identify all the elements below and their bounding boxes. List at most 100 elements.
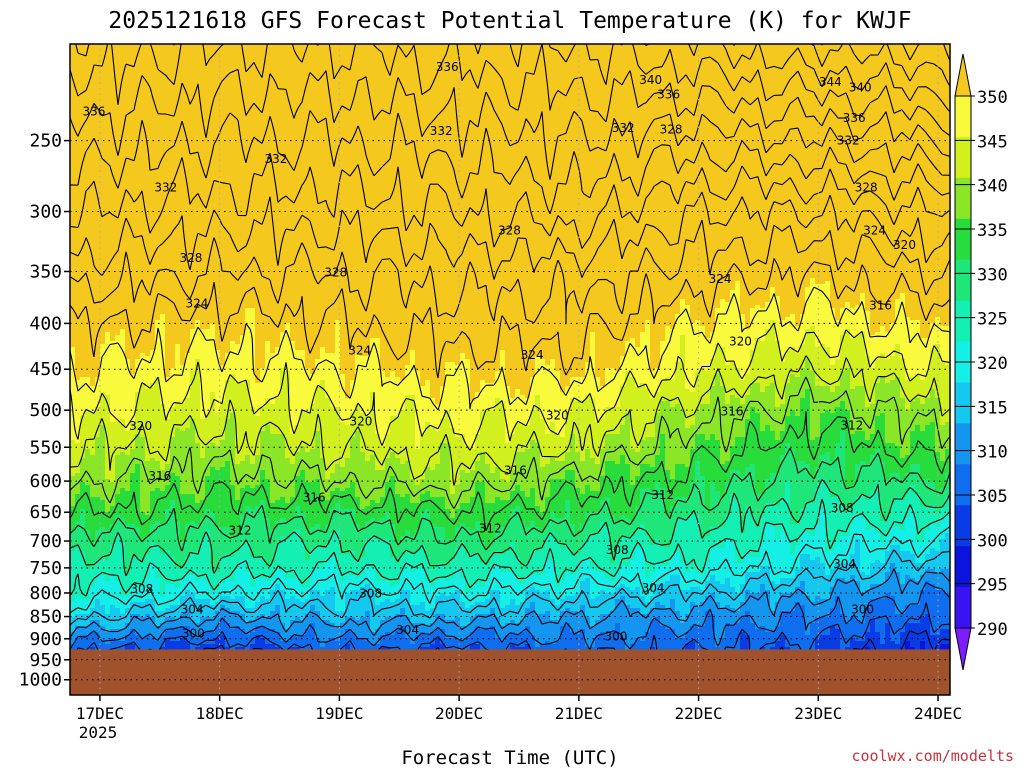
contour-label: 336 <box>82 105 105 119</box>
x-tick-label: 24DEC <box>914 704 962 723</box>
contour-label: 328 <box>660 123 683 137</box>
colorbar-band <box>955 423 971 464</box>
y-tick-label: 750 <box>29 558 62 579</box>
x-tick-label: 20DEC <box>435 704 483 723</box>
contour-label: 328 <box>855 180 878 194</box>
contour-label: 320 <box>729 334 752 348</box>
colorbar-label: 320 <box>977 354 1008 374</box>
contour-label: 332 <box>154 180 177 194</box>
colorbar-band <box>955 301 971 342</box>
contour-label: 300 <box>605 630 628 644</box>
contour-label: 316 <box>148 469 171 483</box>
colorbar-label: 310 <box>977 443 1008 463</box>
x-axis: 17DEC 18DEC 19DEC 20DEC 21DEC 22DEC 23DEC 24DEC <box>76 695 962 723</box>
contour-label: 300 <box>851 603 874 617</box>
colorbar-band <box>955 137 971 178</box>
colorbar-band <box>955 587 971 628</box>
y-tick-label: 550 <box>29 437 62 458</box>
contour-label: 316 <box>869 299 892 313</box>
y-tick-label: 500 <box>29 400 62 421</box>
contour-label: 312 <box>840 418 863 432</box>
colorbar-label: 325 <box>977 310 1008 330</box>
contour-label: 336 <box>843 111 866 125</box>
contour-label: 304 <box>181 603 204 617</box>
colorbar-label: 300 <box>977 531 1008 551</box>
y-tick-label: 300 <box>29 202 62 223</box>
colorbar-band <box>955 505 971 546</box>
x-tick-label: 18DEC <box>196 704 244 723</box>
colorbar-band <box>955 178 971 219</box>
source-credit: coolwx.com/modelts <box>851 747 1014 765</box>
x-tick-label: 23DEC <box>794 704 842 723</box>
contour-label: 332 <box>430 124 453 138</box>
y-tick-label: 600 <box>29 471 62 492</box>
x-axis-label: Forecast Time (UTC) <box>401 747 618 768</box>
contour-label: 312 <box>651 488 674 502</box>
y-tick-label: 400 <box>29 313 62 334</box>
contour-label: 304 <box>642 581 665 595</box>
colorbar-label: 335 <box>977 221 1008 241</box>
y-tick-label: 950 <box>29 650 62 671</box>
contour-label: 312 <box>479 522 502 536</box>
colorbar-band <box>955 96 971 137</box>
contour-label: 340 <box>849 80 872 94</box>
contour-label: 328 <box>324 266 347 280</box>
y-tick-label: 700 <box>29 531 62 552</box>
contour-label: 316 <box>303 491 326 505</box>
colorbar-label: 290 <box>977 620 1008 640</box>
y-tick-label: 1000 <box>19 670 62 691</box>
y-axis: 2503003504004505005506006507007508008509… <box>19 131 70 691</box>
contour-label: 324 <box>185 296 208 310</box>
contour-label: 308 <box>130 582 153 596</box>
contour-label: 328 <box>498 224 521 238</box>
chart-title: 2025121618 GFS Forecast Potential Temper… <box>108 8 911 34</box>
colorbar-label: 340 <box>977 177 1008 197</box>
contour-label: 308 <box>831 501 854 515</box>
y-tick-label: 350 <box>29 261 62 282</box>
colorbar-label: 295 <box>977 576 1008 596</box>
contour-label: 340 <box>639 73 662 87</box>
x-tick-label: 21DEC <box>555 704 603 723</box>
contour-label: 304 <box>833 557 856 571</box>
x-tick-label: 17DEC <box>76 704 124 723</box>
y-tick-label: 650 <box>29 502 62 523</box>
contour-label: 304 <box>396 623 419 637</box>
contour-label: 332 <box>264 152 287 166</box>
contour-label: 308 <box>359 586 382 600</box>
colorbar-label: 345 <box>977 132 1008 152</box>
y-tick-label: 450 <box>29 359 62 380</box>
contour-label: 336 <box>436 60 459 74</box>
x-axis-year: 2025 <box>79 723 118 742</box>
contour-label: 300 <box>182 627 205 641</box>
contour-label: 316 <box>504 464 527 478</box>
y-tick-label: 850 <box>29 607 62 628</box>
colorbar-extend-top <box>955 54 971 96</box>
contour-label: 320 <box>893 238 916 252</box>
colorbar-band <box>955 382 971 423</box>
contour-label: 316 <box>721 405 744 419</box>
contour-label: 312 <box>229 523 252 537</box>
colorbar-label: 330 <box>977 265 1008 285</box>
colorbar-band <box>955 546 971 587</box>
y-tick-label: 250 <box>29 131 62 152</box>
contour-label: 308 <box>606 543 629 557</box>
contour-label: 320 <box>349 415 372 429</box>
contour-label: 344 <box>819 75 842 89</box>
contour-label: 320 <box>129 419 152 433</box>
contour-label: 320 <box>546 409 569 423</box>
contour-label: 328 <box>179 251 202 265</box>
colorbar-label: 315 <box>977 398 1008 418</box>
contour-label: 324 <box>709 272 732 286</box>
x-tick-label: 19DEC <box>315 704 363 723</box>
colorbar-band <box>955 260 971 301</box>
colorbar-band <box>955 464 971 505</box>
colorbar-band <box>955 219 971 260</box>
x-tick-label: 22DEC <box>674 704 722 723</box>
y-tick-label: 900 <box>29 629 62 650</box>
contour-label: 324 <box>521 348 544 362</box>
contour-label: 332 <box>837 134 860 148</box>
colorbar-label: 350 <box>977 88 1008 108</box>
